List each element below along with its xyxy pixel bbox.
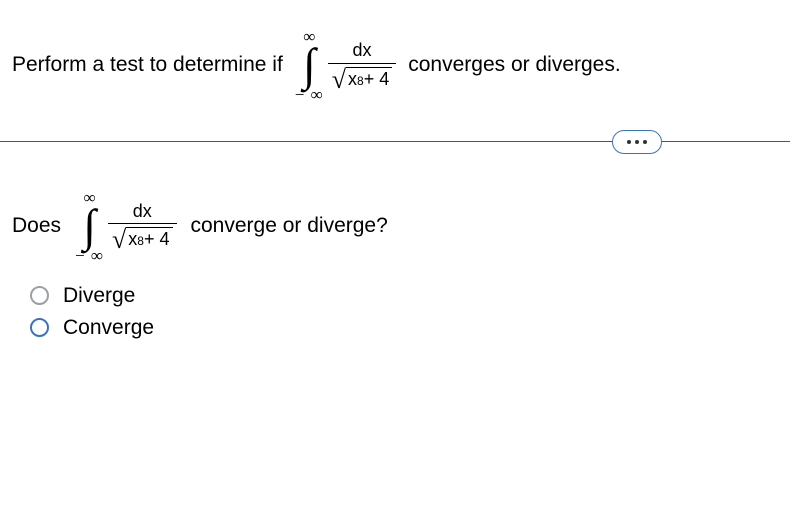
fraction-denominator: √ x8 + 4 — [328, 63, 397, 90]
dot-icon — [643, 140, 647, 144]
question-before: Does — [12, 214, 61, 238]
prompt-after: converges or diverges. — [408, 53, 620, 77]
radio-icon[interactable] — [30, 286, 49, 305]
option-label: Converge — [63, 316, 154, 340]
integral-symbol: ∫ — [303, 47, 316, 84]
integral-symbol: ∫ — [83, 208, 96, 245]
integrand-fraction: dx √ x8 + 4 — [108, 202, 177, 251]
integral-expression-1: ∞ ∫ − ∞ dx √ x8 + 4 — [295, 28, 396, 103]
fraction-numerator: dx — [129, 202, 156, 224]
sqrt-expression: √ x8 + 4 — [332, 67, 393, 90]
option-converge[interactable]: Converge — [30, 316, 800, 340]
lower-bound: − ∞ — [75, 247, 104, 264]
radicand-tail: + 4 — [364, 70, 390, 90]
radicand-base: x — [348, 70, 357, 90]
radicand-base: x — [128, 230, 137, 250]
radicand: x8 + 4 — [126, 227, 172, 250]
lower-bound: − ∞ — [295, 86, 324, 103]
integral-bounds: ∞ ∫ − ∞ — [75, 189, 104, 264]
dot-icon — [627, 140, 631, 144]
fraction-numerator: dx — [348, 41, 375, 63]
radical-sign: √ — [112, 228, 126, 251]
question-line: Does ∞ ∫ − ∞ dx √ x8 + 4 converg — [12, 189, 800, 264]
radio-icon[interactable] — [30, 318, 49, 337]
integral-expression-2: ∞ ∫ − ∞ dx √ x8 + 4 — [75, 189, 176, 264]
integrand-fraction: dx √ x8 + 4 — [328, 41, 397, 90]
more-options-button[interactable] — [612, 130, 662, 154]
divider-line — [0, 141, 790, 142]
divider-row — [12, 141, 800, 143]
dot-icon — [635, 140, 639, 144]
prompt-before: Perform a test to determine if — [12, 53, 283, 77]
option-diverge[interactable]: Diverge — [30, 284, 800, 308]
option-label: Diverge — [63, 284, 135, 308]
radical-sign: √ — [332, 68, 346, 91]
prompt-line: Perform a test to determine if ∞ ∫ − ∞ d… — [12, 28, 800, 103]
options-group: Diverge Converge — [30, 284, 800, 340]
integral-bounds: ∞ ∫ − ∞ — [295, 28, 324, 103]
radicand-tail: + 4 — [144, 230, 170, 250]
fraction-denominator: √ x8 + 4 — [108, 223, 177, 250]
question-after: converge or diverge? — [191, 214, 388, 238]
radicand: x8 + 4 — [346, 67, 392, 90]
sqrt-expression: √ x8 + 4 — [112, 227, 173, 250]
